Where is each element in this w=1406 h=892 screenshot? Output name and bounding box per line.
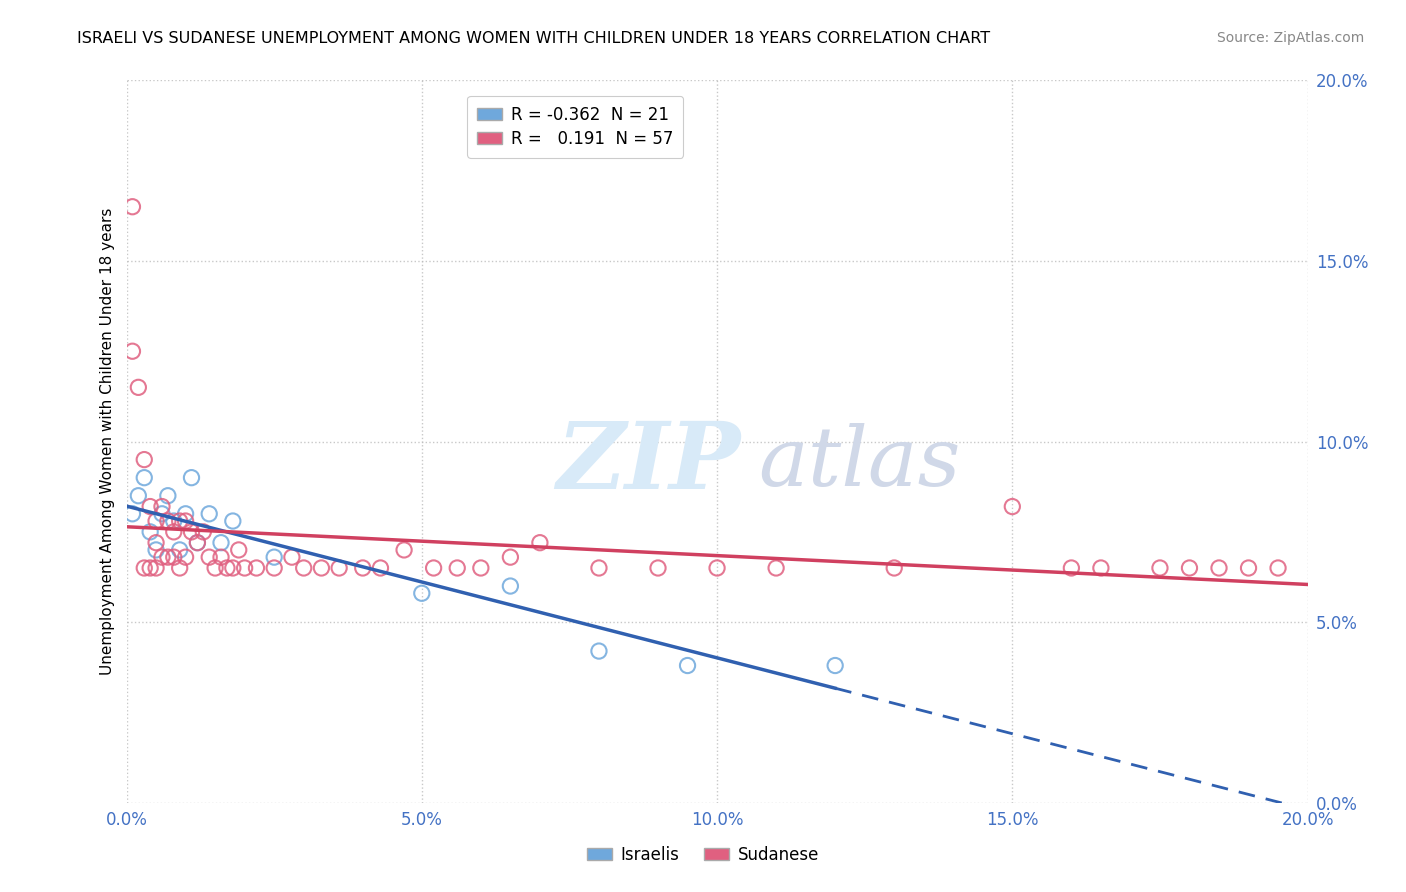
Point <box>127 380 149 394</box>
Point <box>174 507 197 521</box>
Point <box>883 561 905 575</box>
Point <box>263 550 285 565</box>
Point <box>145 542 167 557</box>
Point <box>121 200 143 214</box>
Point <box>311 561 333 575</box>
Point <box>588 644 610 658</box>
Point <box>150 500 173 514</box>
Point <box>352 561 374 575</box>
Point <box>121 344 143 359</box>
Text: atlas: atlas <box>758 423 960 503</box>
Point <box>1208 561 1230 575</box>
Point <box>169 542 191 557</box>
Point <box>156 550 179 565</box>
Point <box>647 561 669 575</box>
Point <box>228 542 250 557</box>
Point <box>222 514 245 528</box>
Point <box>145 561 167 575</box>
Point <box>370 561 392 575</box>
Point <box>446 561 468 575</box>
Point <box>422 561 444 575</box>
Point <box>186 535 208 549</box>
Point <box>121 507 143 521</box>
Point <box>156 489 179 503</box>
Point <box>281 550 304 565</box>
Point <box>180 471 202 485</box>
Point <box>139 561 162 575</box>
Point <box>169 514 191 528</box>
Point <box>529 535 551 549</box>
Point <box>186 535 208 549</box>
Point <box>198 507 221 521</box>
Point <box>328 561 350 575</box>
Point <box>145 514 167 528</box>
Point <box>150 550 173 565</box>
Point <box>163 524 186 539</box>
Point <box>263 561 285 575</box>
Point <box>676 658 699 673</box>
Point <box>150 507 173 521</box>
Point <box>1237 561 1260 575</box>
Point <box>169 561 191 575</box>
Point <box>222 561 245 575</box>
Point <box>470 561 492 575</box>
Legend: R = -0.362  N = 21, R =   0.191  N = 57: R = -0.362 N = 21, R = 0.191 N = 57 <box>467 95 683 158</box>
Point <box>127 489 149 503</box>
Point <box>499 550 522 565</box>
Point <box>134 471 156 485</box>
Legend: Israelis, Sudanese: Israelis, Sudanese <box>581 839 825 871</box>
Point <box>1001 500 1024 514</box>
Point <box>292 561 315 575</box>
Point <box>588 561 610 575</box>
Point <box>174 514 197 528</box>
Point <box>198 550 221 565</box>
Point <box>392 542 415 557</box>
Point <box>1267 561 1289 575</box>
Y-axis label: Unemployment Among Women with Children Under 18 years: Unemployment Among Women with Children U… <box>100 208 115 675</box>
Point <box>1060 561 1083 575</box>
Point <box>1149 561 1171 575</box>
Point <box>233 561 256 575</box>
Point <box>193 524 215 539</box>
Point <box>706 561 728 575</box>
Text: ISRAELI VS SUDANESE UNEMPLOYMENT AMONG WOMEN WITH CHILDREN UNDER 18 YEARS CORREL: ISRAELI VS SUDANESE UNEMPLOYMENT AMONG W… <box>77 31 990 46</box>
Text: Source: ZipAtlas.com: Source: ZipAtlas.com <box>1216 31 1364 45</box>
Point <box>134 452 156 467</box>
Point <box>1178 561 1201 575</box>
Point <box>209 550 232 565</box>
Point <box>245 561 267 575</box>
Point <box>134 561 156 575</box>
Text: ZIP: ZIP <box>557 418 741 508</box>
Point <box>180 524 202 539</box>
Point <box>824 658 846 673</box>
Point <box>156 514 179 528</box>
Point <box>163 514 186 528</box>
Point <box>411 586 433 600</box>
Point <box>139 500 162 514</box>
Point <box>139 524 162 539</box>
Point <box>145 535 167 549</box>
Point <box>209 535 232 549</box>
Point <box>215 561 238 575</box>
Point <box>174 550 197 565</box>
Point <box>765 561 787 575</box>
Point <box>1090 561 1112 575</box>
Point <box>163 550 186 565</box>
Point <box>499 579 522 593</box>
Point <box>204 561 226 575</box>
